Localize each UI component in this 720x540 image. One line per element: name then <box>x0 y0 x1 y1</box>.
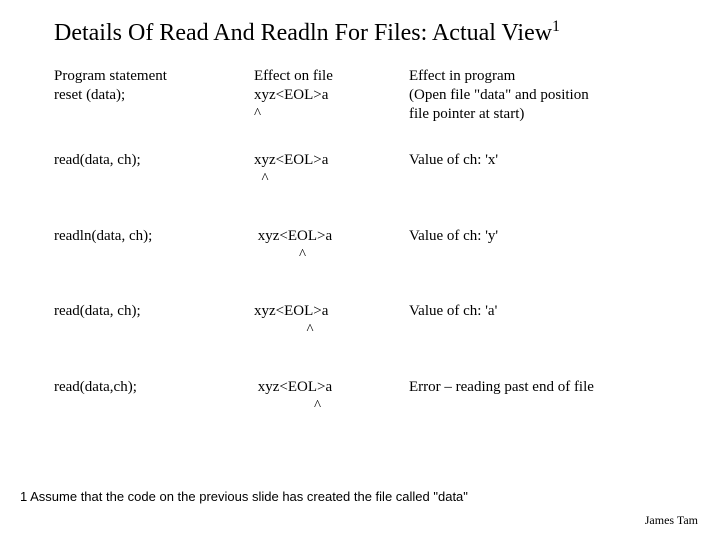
file-text: xyz<EOL>a <box>254 302 409 321</box>
header-c1-l2: reset (data); <box>54 86 254 105</box>
file-text: xyz<EOL>a <box>254 227 409 246</box>
header-c2-l3: ^ <box>254 105 409 124</box>
file-text: xyz<EOL>a <box>254 378 409 397</box>
file-cell: xyz<EOL>a ^ <box>254 151 409 189</box>
slide-title: Details Of Read And Readln For Files: Ac… <box>0 0 720 47</box>
caret-text: ^ <box>254 397 409 416</box>
file-cell: xyz<EOL>a ^ <box>254 378 409 416</box>
header-c2-l2: xyz<EOL>a <box>254 86 409 105</box>
header-c2-l1: Effect on file <box>254 67 409 86</box>
file-text: xyz<EOL>a <box>254 151 409 170</box>
stmt-cell: readln(data, ch); <box>54 227 254 265</box>
title-superscript: 1 <box>552 18 560 35</box>
file-cell: xyz<EOL>a ^ <box>254 302 409 340</box>
effect-cell: Value of ch: 'y' <box>409 227 680 265</box>
header-c3-l3: file pointer at start) <box>409 105 680 124</box>
caret-text: ^ <box>254 321 409 340</box>
header-c3-l2: (Open file "data" and position <box>409 86 680 105</box>
title-text: Details Of Read And Readln For Files: Ac… <box>54 20 552 46</box>
header-col-3: Effect in program (Open file "data" and … <box>409 67 680 123</box>
caret-text: ^ <box>254 246 409 265</box>
author-text: James Tam <box>645 513 698 528</box>
table-row: read(data,ch); xyz<EOL>a ^ Error – readi… <box>54 378 680 416</box>
footnote-text: 1 Assume that the code on the previous s… <box>20 489 468 504</box>
stmt-cell: read(data, ch); <box>54 151 254 189</box>
stmt-cell: read(data,ch); <box>54 378 254 416</box>
header-col-2: Effect on file xyz<EOL>a ^ <box>254 67 409 123</box>
caret-text: ^ <box>254 170 409 189</box>
stmt-cell: read(data, ch); <box>54 302 254 340</box>
table-row: readln(data, ch); xyz<EOL>a ^ Value of c… <box>54 227 680 265</box>
table-row: read(data, ch); xyz<EOL>a ^ Value of ch:… <box>54 151 680 189</box>
table-header-row: Program statement reset (data); Effect o… <box>54 67 680 123</box>
header-c3-l1: Effect in program <box>409 67 680 86</box>
file-cell: xyz<EOL>a ^ <box>254 227 409 265</box>
effect-cell: Error – reading past end of file <box>409 378 680 416</box>
header-c1-l1: Program statement <box>54 67 254 86</box>
content-table: Program statement reset (data); Effect o… <box>0 47 720 415</box>
effect-cell: Value of ch: 'a' <box>409 302 680 340</box>
table-row: read(data, ch); xyz<EOL>a ^ Value of ch:… <box>54 302 680 340</box>
header-col-1: Program statement reset (data); <box>54 67 254 123</box>
effect-cell: Value of ch: 'x' <box>409 151 680 189</box>
